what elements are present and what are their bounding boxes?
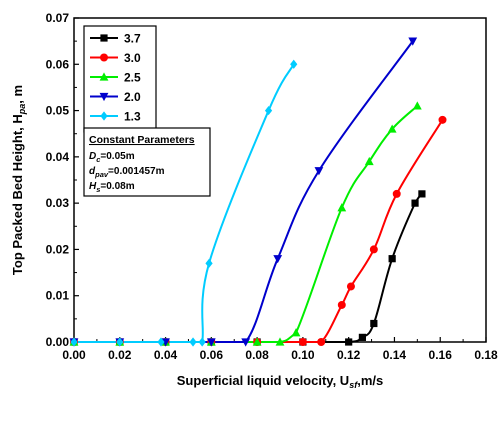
data-point-3.7 xyxy=(418,190,426,198)
x-axis-title: Superficial liquid velocity, Usf,m/s xyxy=(177,373,383,390)
legend-marker-3.7 xyxy=(100,34,108,42)
x-tick-label: 0.02 xyxy=(108,348,132,362)
y-tick-label: 0.02 xyxy=(46,242,70,256)
param-dc-sym: D xyxy=(89,151,96,162)
data-point-3.0 xyxy=(369,245,378,254)
parameters-box: Constant Parameters Dc=0.05m dpav=0.0014… xyxy=(83,127,211,197)
data-point-2.0 xyxy=(314,167,324,176)
series-markers xyxy=(69,37,447,347)
x-tick-label: 0.06 xyxy=(200,348,224,362)
legend-marker-2.5 xyxy=(99,72,109,81)
legend-label-2.5: 2.5 xyxy=(124,71,141,85)
data-point-1.3 xyxy=(264,105,273,116)
data-point-3.0 xyxy=(438,115,447,124)
param-dpav-sym: d xyxy=(89,166,96,177)
data-point-3.0 xyxy=(317,338,326,346)
x-tick-label: 0.00 xyxy=(62,348,86,362)
y-axis-title-sub: pa xyxy=(17,104,27,116)
param-dc-sub: c xyxy=(96,155,101,164)
series-line-3.7 xyxy=(73,193,423,344)
data-point-1.3 xyxy=(70,337,78,347)
data-point-3.7 xyxy=(388,255,396,263)
legend-label-2.0: 2.0 xyxy=(124,90,141,104)
data-point-2.5 xyxy=(275,337,285,346)
param-hs-sub: s xyxy=(96,185,100,194)
y-tick-label: 0.04 xyxy=(46,150,70,164)
data-point-1.3 xyxy=(198,337,206,347)
legend-marker-1.3 xyxy=(100,111,108,121)
param-hs-val: =0.08m xyxy=(100,181,134,192)
data-point-3.7 xyxy=(358,333,366,341)
param-dpav-val: =0.001457m xyxy=(108,166,165,177)
x-tick-label: 0.04 xyxy=(154,348,178,362)
data-point-1.3 xyxy=(290,59,298,69)
param-hs-sym: H xyxy=(89,181,97,192)
data-point-1.3 xyxy=(189,337,197,347)
x-tick-label: 0.10 xyxy=(291,348,315,362)
y-axis-title-main: Top Packed Bed Height, H xyxy=(10,114,25,275)
parameters-title: Constant Parameters xyxy=(89,134,195,146)
data-point-2.5 xyxy=(387,124,397,133)
y-tick-label: 0.06 xyxy=(46,57,70,71)
legend-label-3.7: 3.7 xyxy=(124,32,141,46)
data-point-2.5 xyxy=(291,328,301,337)
data-point-2.0 xyxy=(408,37,418,46)
param-line-hs: Hs=0.08m xyxy=(89,181,135,194)
x-tick-label: 0.12 xyxy=(337,348,361,362)
legend: 3.7 3.0 2.5 2.0 1.3 xyxy=(83,25,157,133)
x-axis-title-main: Superficial liquid velocity, U xyxy=(177,373,349,388)
x-axis-title-sub: sf xyxy=(349,380,358,390)
param-dc-val: =0.05m xyxy=(100,151,134,162)
data-point-2.0 xyxy=(273,255,283,264)
data-point-3.0 xyxy=(392,189,401,198)
y-tick-label: 0.01 xyxy=(46,289,70,303)
data-point-3.0 xyxy=(337,300,346,309)
data-point-2.0 xyxy=(206,338,216,347)
data-point-2.5 xyxy=(412,101,422,110)
y-tick-label: 0.05 xyxy=(46,104,70,118)
data-point-2.5 xyxy=(364,156,374,166)
x-tick-label: 0.18 xyxy=(474,348,498,362)
data-point-1.3 xyxy=(157,337,165,347)
y-tick-label: 0.03 xyxy=(46,196,70,210)
data-point-3.0 xyxy=(298,338,307,346)
y-axis-title: Top Packed Bed Height, Hpa, m xyxy=(10,85,27,275)
data-point-1.3 xyxy=(116,337,124,347)
data-point-3.7 xyxy=(345,338,353,346)
data-point-3.7 xyxy=(370,319,378,328)
legend-marker-2.0 xyxy=(99,92,109,102)
data-point-1.3 xyxy=(205,258,213,268)
x-tick-label: 0.08 xyxy=(245,348,269,362)
legend-label-3.0: 3.0 xyxy=(124,51,141,65)
legend-label-1.3: 1.3 xyxy=(124,110,141,124)
y-axis-title-unit: , m xyxy=(10,85,25,104)
data-point-3.0 xyxy=(346,282,355,291)
x-axis-title-unit: ,m/s xyxy=(357,373,383,388)
legend-marker-3.0 xyxy=(100,53,108,62)
legend-items: 3.7 3.0 2.5 2.0 1.3 xyxy=(90,32,141,124)
x-tick-label: 0.14 xyxy=(383,348,407,362)
data-point-2.0 xyxy=(241,338,251,347)
data-point-2.5 xyxy=(337,203,347,212)
x-tick-label: 0.16 xyxy=(429,348,453,362)
data-point-2.5 xyxy=(252,337,262,346)
y-tick-label: 0.00 xyxy=(46,335,70,349)
param-dpav-sub: pav xyxy=(94,170,109,179)
param-line-dpav: dpav=0.001457m xyxy=(89,166,165,179)
y-tick-label: 0.07 xyxy=(46,11,70,25)
parameters-frame xyxy=(83,127,211,197)
param-line-dc: Dc=0.05m xyxy=(89,151,135,164)
data-point-3.7 xyxy=(411,199,419,207)
